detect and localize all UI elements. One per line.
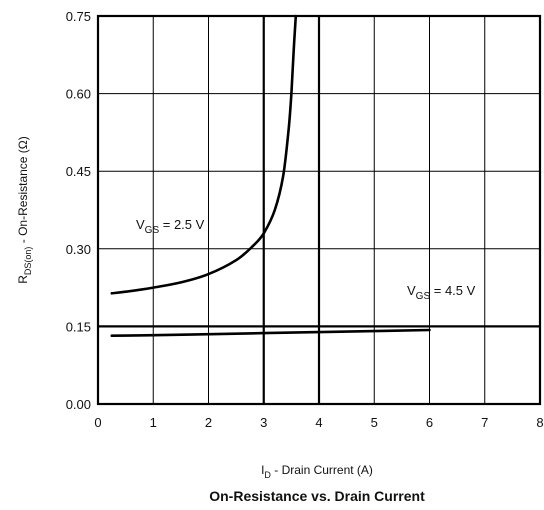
y-tick-label: 0.00 <box>66 397 91 412</box>
series-label-sub: GS <box>145 225 160 236</box>
x-tick-label: 8 <box>536 415 543 430</box>
x-tick-label: 3 <box>260 415 267 430</box>
x-tick-label: 7 <box>481 415 488 430</box>
series-label-prefix: V <box>136 217 145 232</box>
chart-title: On-Resistance vs. Drain Current <box>209 488 425 504</box>
x-tick-label: 2 <box>205 415 212 430</box>
y-axis-label-prefix: R <box>16 275 30 284</box>
y-tick-label: 0.30 <box>66 242 91 257</box>
y-tick-label: 0.45 <box>66 164 91 179</box>
series-line-0 <box>110 14 298 295</box>
x-axis-label: ID - Drain Current (A) <box>261 463 373 480</box>
plot-frame <box>96 14 542 406</box>
y-axis-label: RDS(on) - On-Resistance (Ω) <box>16 136 33 284</box>
series-label-prefix: V <box>407 283 416 298</box>
series-layer <box>110 14 431 337</box>
y-axis-label-sub: DS(on) <box>23 247 33 276</box>
x-tick-label: 4 <box>315 415 322 430</box>
x-tick-label: 6 <box>426 415 433 430</box>
series-label-vgs-2-5: VGS = 2.5 V <box>136 217 205 236</box>
x-tick-labels: 0 1 2 3 4 5 6 7 8 <box>94 415 543 430</box>
x-axis-label-sub: D <box>264 470 271 480</box>
y-axis-label-suffix: - On-Resistance (Ω) <box>16 136 30 246</box>
series-line-1 <box>110 328 431 337</box>
x-axis-label-suffix: - Drain Current (A) <box>271 463 373 477</box>
series-label-vgs-4-5: VGS = 4.5 V <box>407 283 476 302</box>
y-tick-label: 0.60 <box>66 87 91 102</box>
y-tick-labels: 0.00 0.15 0.30 0.45 0.60 0.75 <box>66 9 91 412</box>
series-label-suffix: = 2.5 V <box>159 217 204 232</box>
y-tick-label: 0.75 <box>66 9 91 24</box>
grid <box>98 16 540 404</box>
x-axis-label-prefix: I <box>261 463 264 477</box>
series-label-suffix: = 4.5 V <box>430 283 475 298</box>
x-tick-label: 1 <box>150 415 157 430</box>
series-label-sub: GS <box>416 291 431 302</box>
x-tick-label: 0 <box>94 415 101 430</box>
y-tick-label: 0.15 <box>66 319 91 334</box>
x-tick-label: 5 <box>371 415 378 430</box>
